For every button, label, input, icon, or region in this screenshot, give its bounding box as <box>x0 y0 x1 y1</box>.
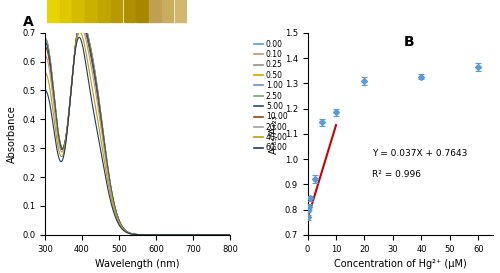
Y-axis label: Absorbance: Absorbance <box>6 105 16 163</box>
Text: R² = 0.996: R² = 0.996 <box>372 170 422 179</box>
Y-axis label: A₅₈₅/A₄₂₃: A₅₈₅/A₄₂₃ <box>269 114 279 154</box>
X-axis label: Wavelength (nm): Wavelength (nm) <box>95 259 180 269</box>
Text: B: B <box>404 35 414 49</box>
Text: A: A <box>23 15 34 29</box>
Text: Y = 0.037X + 0.7643: Y = 0.037X + 0.7643 <box>372 150 468 158</box>
Legend: 0.00, 0.10, 0.25, 0.50, 1.00, 2.50, 5.00, 10.00, 20.00, 40.00, 60.00: 0.00, 0.10, 0.25, 0.50, 1.00, 2.50, 5.00… <box>250 37 291 155</box>
X-axis label: Concentration of Hg²⁺ (μM): Concentration of Hg²⁺ (μM) <box>334 259 466 269</box>
